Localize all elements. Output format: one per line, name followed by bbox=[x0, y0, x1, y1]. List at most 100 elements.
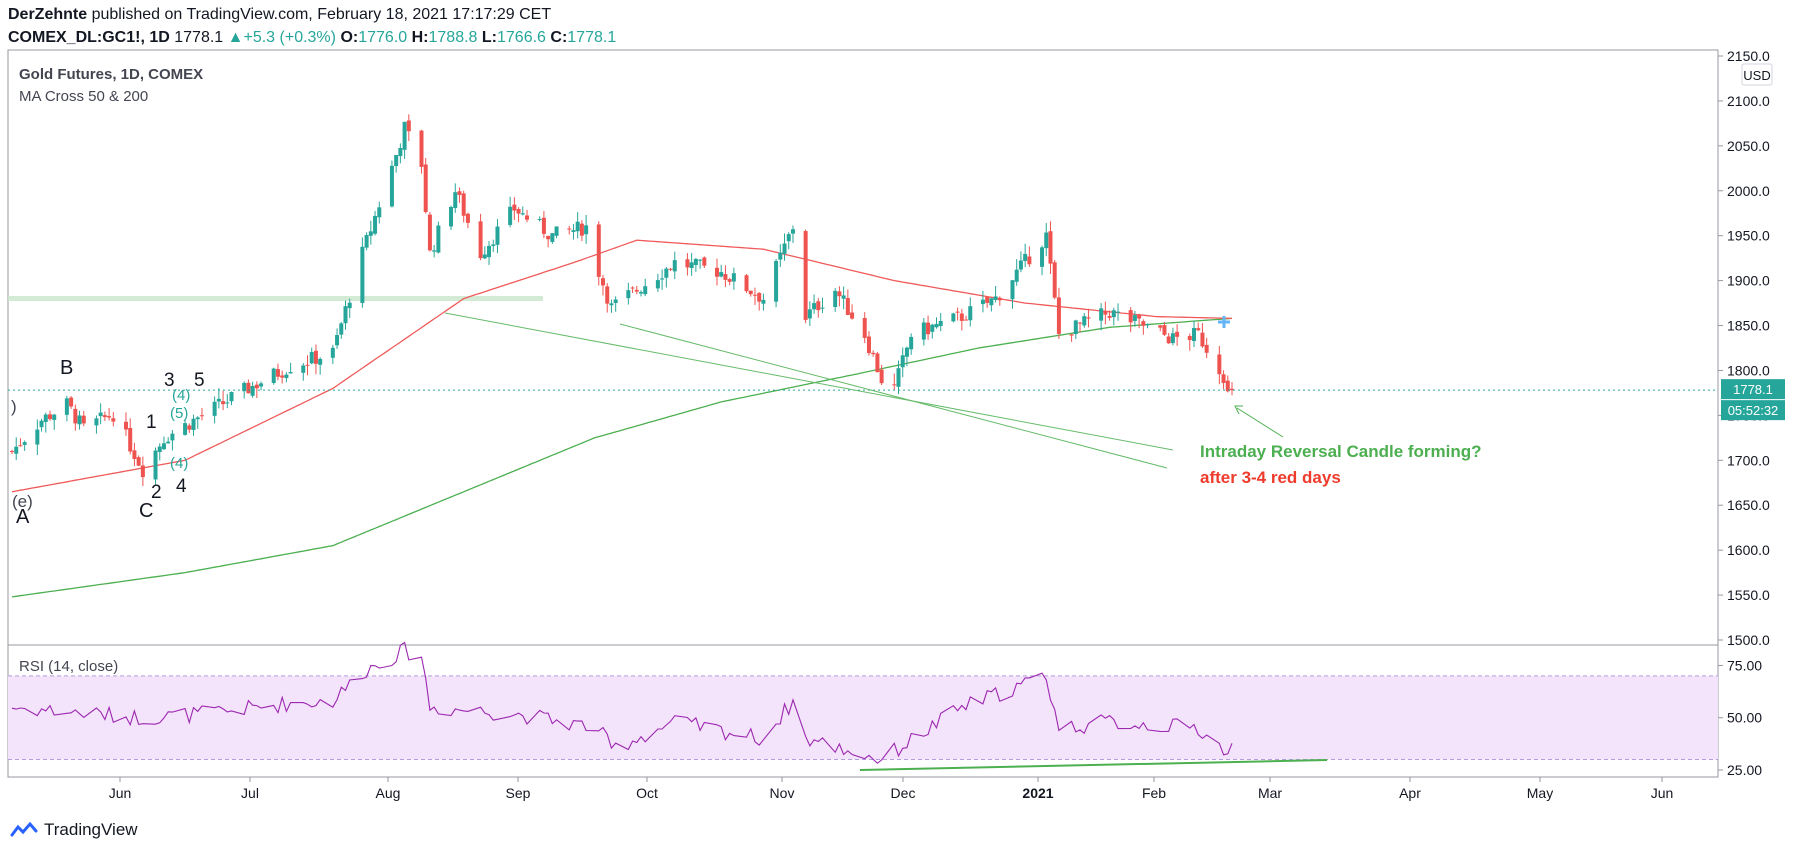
candle-up bbox=[491, 244, 496, 246]
annotation-arrow[interactable] bbox=[1236, 407, 1284, 438]
candle-down bbox=[140, 465, 145, 478]
candle-down bbox=[1166, 336, 1171, 344]
candle-up bbox=[94, 418, 99, 426]
candle-down bbox=[419, 130, 424, 167]
candle-up bbox=[812, 303, 817, 310]
candle-up bbox=[360, 246, 365, 303]
candle-down bbox=[1048, 231, 1053, 264]
candle-down bbox=[668, 268, 673, 270]
candle-up bbox=[229, 392, 234, 402]
candle-down bbox=[478, 221, 483, 259]
candle-up bbox=[782, 243, 787, 254]
candle-down bbox=[1069, 334, 1074, 336]
price-tag-text: 1778.1 bbox=[1733, 382, 1773, 397]
author-name[interactable]: DerZehnte bbox=[8, 6, 88, 23]
candle-down bbox=[406, 120, 411, 132]
price-tick-label: 2100.0 bbox=[1727, 93, 1770, 109]
candle-down bbox=[73, 408, 78, 424]
price-tick-label: 1500.0 bbox=[1727, 632, 1770, 648]
candle-up bbox=[698, 259, 703, 261]
candle-down bbox=[1196, 328, 1201, 331]
candle-up bbox=[377, 207, 382, 218]
candle-up bbox=[778, 252, 783, 260]
candle-down bbox=[132, 450, 137, 459]
wave-label-a[interactable]: A bbox=[16, 506, 30, 528]
red-days-annotation[interactable]: after 3-4 red days bbox=[1200, 468, 1341, 487]
candle-down bbox=[634, 289, 639, 292]
wave-label-3[interactable]: 3 bbox=[164, 370, 175, 391]
currency-label: USD bbox=[1743, 68, 1770, 83]
wave-label-paren[interactable]: ) bbox=[11, 397, 17, 416]
svg-text:(4): (4) bbox=[170, 455, 188, 472]
candle-down bbox=[1056, 297, 1061, 334]
candle-up bbox=[554, 226, 559, 236]
time-tick-label: May bbox=[1527, 785, 1553, 801]
candle-up bbox=[968, 306, 973, 321]
candle-down bbox=[892, 384, 897, 386]
candle-up bbox=[402, 121, 407, 150]
candle-up bbox=[626, 290, 631, 299]
publish-date: published on TradingView.com, February 1… bbox=[87, 6, 552, 23]
candle-up bbox=[508, 206, 513, 225]
price-tick-label: 2000.0 bbox=[1727, 183, 1770, 199]
ma-indicator-label[interactable]: MA Cross 50 & 200 bbox=[19, 88, 149, 105]
currency-box[interactable] bbox=[1741, 63, 1773, 86]
wave-label-c[interactable]: C bbox=[139, 500, 154, 522]
candle-down bbox=[541, 217, 546, 234]
chart-title[interactable]: Gold Futures, 1D, COMEX bbox=[19, 66, 204, 83]
brand-name[interactable]: TradingView bbox=[44, 820, 138, 839]
candle-down bbox=[465, 213, 470, 223]
rsi-line bbox=[11, 641, 1233, 764]
chart-frame bbox=[7, 49, 1719, 778]
candle-up bbox=[161, 443, 166, 450]
last-price-tag: 1778.1 05:52:32 bbox=[1721, 379, 1785, 421]
candle-up bbox=[1044, 232, 1049, 249]
candle-up bbox=[643, 286, 648, 295]
candle-up bbox=[309, 352, 314, 364]
candle-up bbox=[318, 358, 323, 365]
rsi-trendline[interactable] bbox=[859, 759, 1328, 771]
wave-label-4[interactable]: 4 bbox=[176, 476, 187, 497]
wave-label-e[interactable]: (e) bbox=[12, 492, 33, 511]
rsi-band-lines bbox=[8, 675, 1718, 761]
ma200-path bbox=[11, 317, 1233, 598]
wave-label-b[interactable]: B bbox=[60, 357, 74, 379]
candle-down bbox=[254, 384, 259, 389]
candle-up bbox=[1010, 280, 1015, 300]
candle-up bbox=[655, 280, 660, 289]
up-triangle-icon: ▲ bbox=[227, 29, 244, 46]
candle-up bbox=[1082, 316, 1087, 326]
candle-down bbox=[752, 294, 757, 296]
candle-up bbox=[77, 415, 82, 425]
candle-down bbox=[1162, 325, 1167, 335]
svg-text:(4): (4) bbox=[172, 387, 190, 404]
wave-label-1[interactable]: 1 bbox=[146, 412, 157, 433]
wave-label-5[interactable]: 5 bbox=[194, 370, 205, 391]
candle-down bbox=[748, 290, 753, 295]
candle-up bbox=[432, 250, 437, 252]
rsi-tick-label: 75.00 bbox=[1727, 657, 1762, 673]
candle-down bbox=[47, 414, 52, 420]
support-zone[interactable] bbox=[8, 296, 543, 301]
candle-up bbox=[841, 295, 846, 299]
candle-up bbox=[896, 368, 901, 387]
candle-up bbox=[820, 307, 825, 309]
high-value: 1788.8 bbox=[428, 29, 478, 46]
candle-down bbox=[630, 287, 635, 289]
candle-up bbox=[43, 414, 48, 422]
candle-up bbox=[453, 192, 458, 208]
reversal-annotation[interactable]: Intraday Reversal Candle forming? bbox=[1200, 442, 1482, 461]
trendline-lower[interactable] bbox=[619, 323, 1168, 469]
candle-up bbox=[1014, 269, 1019, 282]
rsi-indicator-label[interactable]: RSI (14, close) bbox=[19, 658, 119, 675]
candle-up bbox=[343, 306, 348, 324]
candle-up bbox=[693, 258, 698, 266]
wave-label-2[interactable]: 2 bbox=[151, 482, 162, 503]
candle-up bbox=[191, 418, 196, 430]
price-tick-label: 1800.0 bbox=[1727, 362, 1770, 378]
trendline-upper[interactable] bbox=[444, 312, 1174, 451]
open-label: O: bbox=[340, 29, 359, 46]
candle-down bbox=[516, 209, 521, 214]
crosshair-plus-icon[interactable] bbox=[1218, 316, 1230, 328]
